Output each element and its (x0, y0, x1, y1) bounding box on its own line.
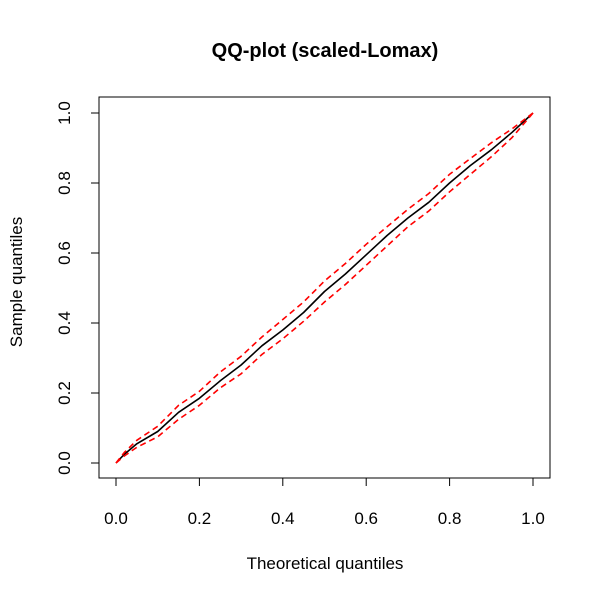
x-tick-label: 0.4 (271, 509, 295, 528)
y-tick-label: 0.8 (55, 171, 74, 195)
y-tick-label: 1.0 (55, 101, 74, 125)
plot-frame (98, 96, 551, 479)
y-tick-label: 0.6 (55, 241, 74, 265)
x-tick-label: 1.0 (521, 509, 545, 528)
plot-series (115, 112, 534, 464)
confidence-band-line (115, 112, 534, 464)
x-tick-label: 0.2 (188, 509, 212, 528)
y-tick-label: 0.4 (55, 311, 74, 335)
qq-line (115, 112, 534, 464)
confidence-band-line (115, 112, 534, 464)
x-tick-label: 0.0 (104, 509, 128, 528)
chart-title: QQ-plot (scaled-Lomax) (212, 40, 439, 62)
x-tick-label: 0.8 (438, 509, 462, 528)
y-tick-label: 0.2 (55, 381, 74, 405)
x-tick-label: 0.6 (354, 509, 378, 528)
y-axis-label: Sample quantiles (7, 217, 26, 347)
y-tick-label: 0.0 (55, 451, 74, 475)
x-axis-label: Theoretical quantiles (247, 554, 404, 573)
